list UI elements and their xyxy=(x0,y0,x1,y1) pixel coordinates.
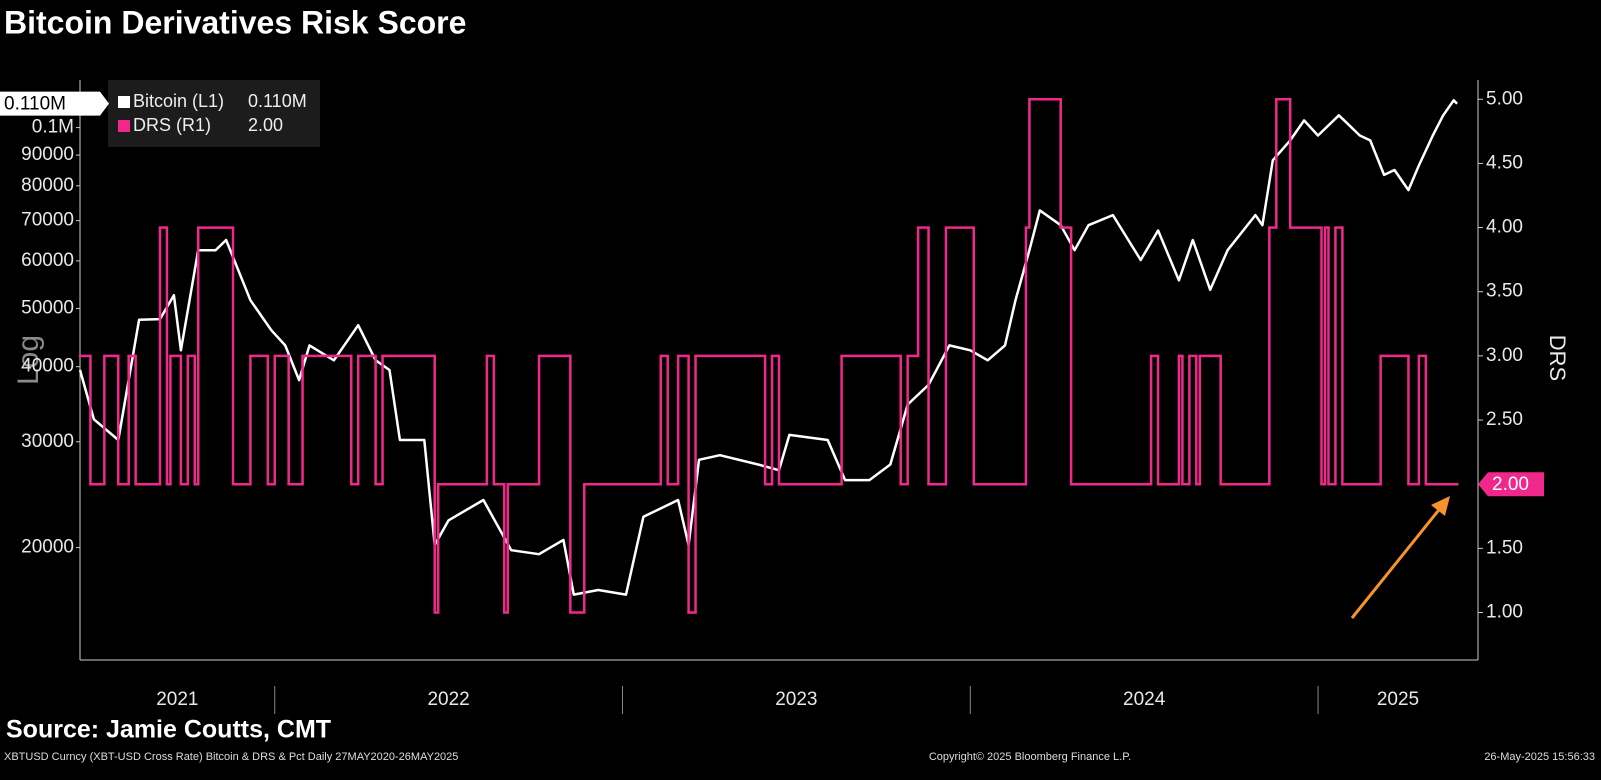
series xyxy=(78,97,1459,614)
legend-label: DRS (R1) xyxy=(133,115,211,135)
footer-right: 26-May-2025 15:56:33 xyxy=(1484,751,1595,763)
arrow-head xyxy=(1431,496,1450,516)
y2-axis-title: DRS xyxy=(1545,335,1570,381)
legend-value: 2.00 xyxy=(248,115,283,135)
annotation-arrow xyxy=(1350,496,1450,619)
y2-tick-label: 2.50 xyxy=(1486,409,1523,430)
y2-tick-label: 3.00 xyxy=(1486,345,1523,366)
y2-tick-label: 4.50 xyxy=(1486,152,1523,173)
x-year-label: 2025 xyxy=(1377,689,1419,710)
y2-tick-label: 5.00 xyxy=(1486,88,1523,109)
x-year-label: 2022 xyxy=(427,689,469,710)
value-tag-label: 2.00 xyxy=(1492,474,1529,495)
y-tick-label: 0.1M xyxy=(32,117,74,138)
x-year-label: 2023 xyxy=(775,689,817,710)
series xyxy=(78,99,1458,596)
value-tag-label: 0.110M xyxy=(4,94,66,115)
y-axis-title: Log xyxy=(12,335,45,385)
y-tick-label: 80000 xyxy=(21,175,74,196)
source: Source: Jamie Coutts, CMT xyxy=(6,716,331,744)
legend-swatch xyxy=(118,96,130,108)
y-tick-label: 90000 xyxy=(21,144,74,165)
legend-label: Bitcoin (L1) xyxy=(133,91,224,111)
legend-box xyxy=(108,80,320,147)
y-tick-label: 40000 xyxy=(21,356,74,377)
x-year-label: 2024 xyxy=(1123,689,1166,710)
y-tick-label: 50000 xyxy=(21,297,74,318)
y2-tick-label: 4.00 xyxy=(1486,217,1523,238)
y-tick-label: 60000 xyxy=(21,250,74,271)
value-tag xyxy=(1478,472,1544,497)
y-tick-label: 30000 xyxy=(21,431,74,452)
y2-tick-label: 1.50 xyxy=(1486,537,1523,558)
arrow-shaft xyxy=(1350,505,1444,619)
y-tick-label: 70000 xyxy=(21,210,74,231)
footer-center: Copyright© 2025 Bloomberg Finance L.P. xyxy=(929,751,1131,763)
chart-title: Bitcoin Derivatives Risk Score xyxy=(4,4,466,40)
y-tick-label: 20000 xyxy=(21,537,74,558)
legend-swatch xyxy=(118,120,130,132)
footer-left: XBTUSD Curncy (XBT-USD Cross Rate) Bitco… xyxy=(4,751,458,763)
x-year-label: 2021 xyxy=(156,689,198,710)
line xyxy=(78,99,1458,596)
y2-tick-label: 3.50 xyxy=(1486,281,1523,302)
legend-value: 0.110M xyxy=(248,91,307,111)
value-tag xyxy=(0,91,109,116)
y2-tick-label: 1.00 xyxy=(1486,602,1523,623)
